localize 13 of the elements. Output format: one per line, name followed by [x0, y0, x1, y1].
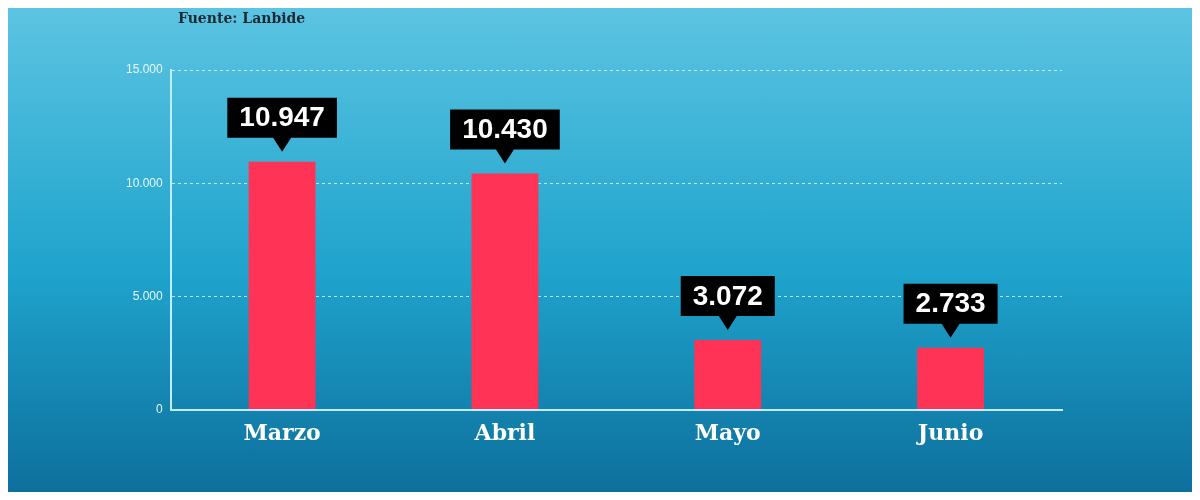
y-tick-label: 10.000 [126, 175, 164, 190]
x-tick-label: Abril [473, 418, 536, 445]
data-label: 10.430 [462, 113, 548, 145]
data-label: 2.733 [915, 287, 986, 319]
x-tick-label: Mayo [694, 418, 761, 445]
y-tick-label: 15.000 [126, 62, 164, 77]
data-label: 3.072 [692, 279, 763, 311]
y-tick-label: 0 [156, 401, 164, 416]
source-note: Fuente: Lanbide [178, 10, 306, 26]
x-tick-label: Junio [915, 418, 984, 445]
x-tick-label: Marzo [243, 418, 321, 445]
data-label: 10.947 [239, 101, 325, 133]
y-tick-label: 5.000 [132, 288, 164, 303]
